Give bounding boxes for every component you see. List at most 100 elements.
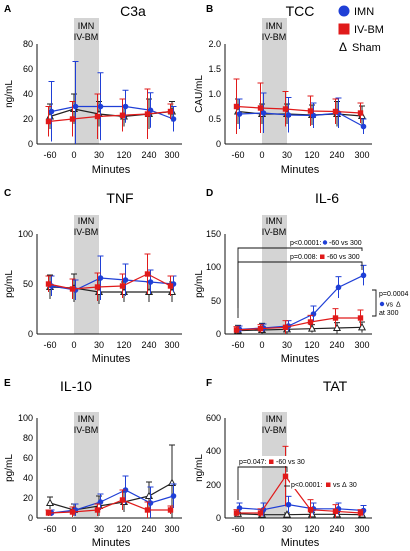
panel-f-xtick-4: 240 bbox=[329, 524, 344, 534]
panel-e-sham-point bbox=[144, 491, 154, 499]
panel-b-letter: B bbox=[206, 4, 213, 15]
panel-c-shade bbox=[74, 215, 99, 334]
panel-f-ivbm-point bbox=[233, 510, 240, 516]
panel-a-imn-point bbox=[122, 103, 129, 110]
panel-b-ivbm-point bbox=[257, 105, 264, 111]
panel-a-ytick-1: 20 bbox=[23, 114, 33, 124]
panel-c-ivbm-point bbox=[94, 284, 101, 290]
panel-f-annot-1-text: -60 vs 30 bbox=[276, 459, 305, 466]
panel-d-bracket-ivbm bbox=[237, 261, 363, 318]
panel-f-xlabel: Minutes bbox=[281, 537, 320, 549]
panel-f-annot-2-vs: vs bbox=[333, 482, 341, 489]
legend-sham-triangle-icon: Δ bbox=[339, 40, 347, 54]
panel-e-ytick-1: 20 bbox=[23, 493, 33, 503]
panel-a-shade bbox=[74, 18, 99, 144]
panel-c-xlabel: Minutes bbox=[92, 353, 131, 365]
panel-c-ytick-1: 50 bbox=[23, 279, 33, 289]
panel-e-shade-label-ivbm: IV-BM bbox=[74, 425, 99, 435]
panel-c-ivbm-point bbox=[45, 281, 52, 287]
panel-f-ivbm-line bbox=[236, 475, 361, 514]
panel-c-ivbm-point bbox=[167, 283, 174, 289]
panel-f-xtick-1: 0 bbox=[259, 524, 264, 534]
panel-d-ivbm-point bbox=[282, 324, 289, 331]
panel-f-ivbm-point bbox=[357, 510, 364, 516]
panel-c-xtick-1: 0 bbox=[71, 340, 76, 350]
panel-f-xtick-0: -60 bbox=[231, 524, 244, 534]
panel-c-ytick-2: 100 bbox=[18, 229, 33, 239]
panel-d-xtick-3: 120 bbox=[304, 340, 319, 350]
panel-e-ivbm-line bbox=[48, 499, 171, 514]
panel-e-ivbm-point bbox=[94, 507, 101, 513]
panel-f-xtick-3: 120 bbox=[304, 524, 319, 534]
panel-a-imn-line bbox=[51, 105, 174, 120]
panel-e-ytick-5: 100 bbox=[18, 413, 33, 423]
panel-f-sham-point bbox=[282, 510, 292, 518]
panel-d-annot-2-p: p=0.008: bbox=[290, 254, 317, 261]
panel-f-shade-label-ivbm: IV-BM bbox=[262, 425, 287, 435]
panel-d-ivbm-point bbox=[332, 315, 339, 321]
panel-a-imn-point bbox=[72, 103, 79, 110]
panel-b-xtick-5: 300 bbox=[354, 150, 369, 160]
panel-a-plot bbox=[45, 61, 177, 144]
panel-e-imn-point bbox=[170, 493, 177, 499]
panel-b-ytick-3: 1.5 bbox=[208, 64, 221, 74]
panel-d-annot-1-p: p<0.0001: bbox=[290, 240, 321, 247]
panel-c-shade-label-imn: IMN bbox=[78, 216, 95, 226]
panel-d-ivbm-point bbox=[257, 325, 264, 332]
panel-d-ivbm-line bbox=[236, 317, 361, 331]
panel-a-ylabel: ng/mL bbox=[4, 80, 15, 108]
panel-b-ylabel: CAU/mL bbox=[194, 75, 205, 113]
panel-d-imn-point bbox=[310, 311, 317, 317]
panel-d-ivbm-point bbox=[307, 319, 314, 325]
panel-b-xtick-0: -60 bbox=[231, 150, 244, 160]
panel-d-shade-label-imn: IMN bbox=[266, 216, 283, 226]
panel-b-title: TCC bbox=[286, 3, 315, 19]
panel-a-ivbm-point bbox=[94, 113, 101, 120]
panel-d-xtick-0: -60 bbox=[231, 340, 244, 350]
panel-c-xtick-4: 240 bbox=[141, 340, 156, 350]
legend-ivbm-marker bbox=[338, 23, 350, 35]
panel-d-title: IL-6 bbox=[315, 190, 339, 206]
panel-e-ivbm-point bbox=[119, 497, 126, 503]
panel-e-title: IL-10 bbox=[60, 378, 92, 394]
panel-b-ytick-1: 0.5 bbox=[208, 114, 221, 124]
panel-d-annot-2-bg bbox=[289, 251, 363, 261]
panel-a-ytick-0: 0 bbox=[28, 139, 33, 149]
panel-b-imn-point bbox=[285, 112, 292, 118]
panel-c-ylabel: pg/mL bbox=[4, 270, 15, 298]
panel-a-xlabel: Minutes bbox=[92, 164, 131, 176]
panel-f-xtick-5: 300 bbox=[354, 524, 369, 534]
panel-d-imn-point bbox=[335, 284, 342, 291]
panel-f-annot-1-ivbm-marker bbox=[269, 459, 274, 464]
panel-a-title: C3a bbox=[120, 3, 146, 19]
panel-a-letter: A bbox=[4, 4, 11, 15]
panel-c-ytick-0: 0 bbox=[28, 329, 33, 339]
panel-b-shade-label-imn: IMN bbox=[266, 21, 283, 31]
panel-c-ivbm-point bbox=[69, 286, 76, 292]
panel-e-shade-label-imn: IMN bbox=[78, 414, 95, 424]
panel-c-ivbm-line bbox=[48, 273, 171, 290]
panel-c-shade-label-ivbm: IV-BM bbox=[74, 227, 99, 237]
panel-d-annot-2-ivbm-marker bbox=[320, 254, 325, 259]
panel-b-shade bbox=[262, 18, 287, 144]
panel-e-ytick-4: 80 bbox=[23, 433, 33, 443]
panel-f-bracket-ivbm-30 bbox=[237, 466, 288, 500]
panel-f-plot bbox=[233, 445, 367, 518]
panel-c-ivbm-point bbox=[119, 283, 126, 289]
panel-b-imn-line bbox=[239, 112, 364, 128]
panel-d-annot-3-at: at 300 bbox=[379, 310, 399, 317]
panel-f-annot-1-bg bbox=[238, 456, 310, 466]
panel-b-ytick-4: 2.0 bbox=[208, 39, 221, 49]
panel-f-ivbm-point bbox=[257, 510, 264, 516]
panel-a-ivbm-line bbox=[48, 110, 171, 123]
panel-d-annot-3-sham-triangle-icon: Δ bbox=[396, 302, 401, 309]
panel-d: D IL-6 IMN IV-BM pg/mL Minutes 0 50 100 … bbox=[194, 188, 408, 365]
panel-a-ivbm-point bbox=[69, 116, 76, 122]
panel-e-ytick-3: 60 bbox=[23, 453, 33, 463]
panel-d-annot-3-p: p=0.0004 bbox=[379, 291, 408, 298]
panel-a-xtick-2: 30 bbox=[94, 150, 104, 160]
panel-f-letter: F bbox=[206, 378, 212, 389]
panel-b-imn-point bbox=[260, 110, 267, 116]
panel-d-xtick-5: 300 bbox=[354, 340, 369, 350]
panel-f-ytick-3: 600 bbox=[206, 413, 221, 423]
